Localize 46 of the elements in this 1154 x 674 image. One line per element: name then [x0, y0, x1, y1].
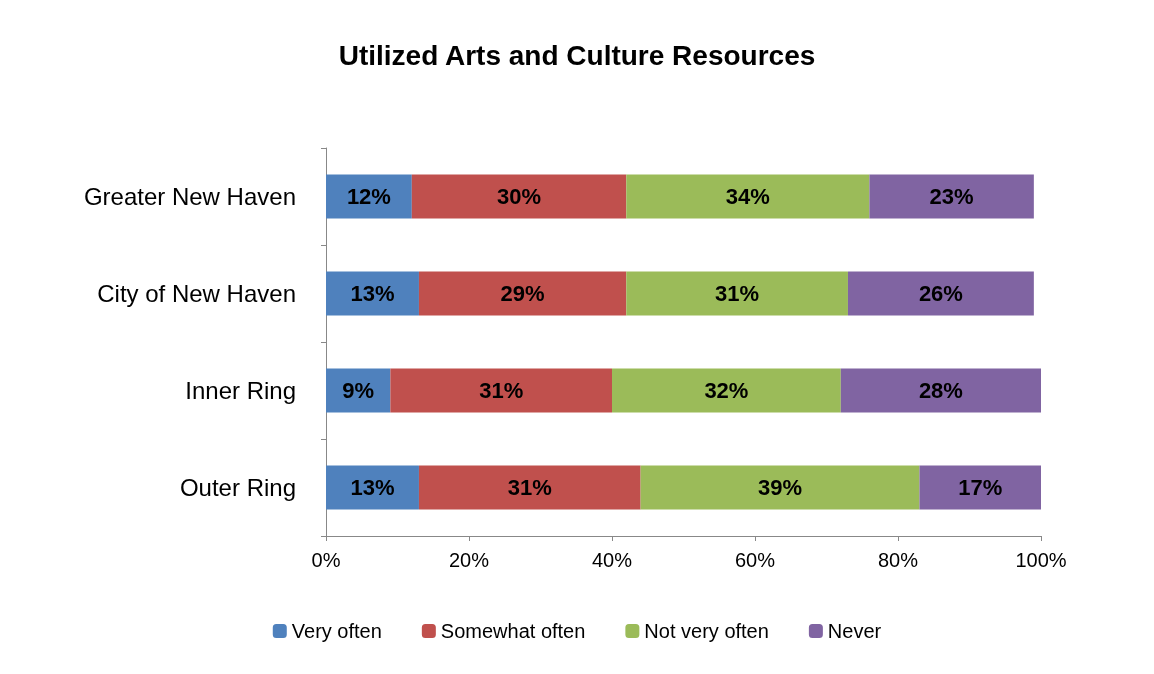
chart-title: Utilized Arts and Culture Resources	[338, 39, 816, 71]
bar	[840, 368, 1041, 413]
y-tick-label: Greater New Haven	[83, 183, 296, 210]
bar	[626, 271, 848, 316]
data-label: 31%	[479, 378, 524, 403]
y-tick-label: City of New Haven	[97, 280, 296, 307]
bar	[326, 174, 412, 219]
x-tick-label: 100%	[1015, 549, 1067, 571]
data-label: 26%	[918, 281, 963, 306]
data-label: 32%	[704, 378, 749, 403]
data-label: 9%	[342, 378, 375, 403]
data-label: 28%	[918, 378, 963, 403]
bar	[411, 174, 627, 219]
bar	[640, 465, 920, 510]
bar	[869, 174, 1034, 219]
legend-label: Very often	[291, 620, 382, 642]
data-label: 34%	[725, 184, 770, 209]
legend-label: Somewhat often	[440, 620, 586, 642]
data-label: 17%	[958, 475, 1003, 500]
data-label: 13%	[350, 475, 395, 500]
bar	[919, 465, 1041, 510]
bar	[418, 465, 641, 510]
data-label: 13%	[350, 281, 395, 306]
data-label: 31%	[715, 281, 760, 306]
x-tick-label: 0%	[311, 549, 341, 571]
data-label: 12%	[346, 184, 391, 209]
bar	[612, 368, 841, 413]
legend-label: Not very often	[644, 620, 769, 642]
y-tick-label: Inner Ring	[185, 377, 296, 404]
data-label: 23%	[929, 184, 974, 209]
data-label: 30%	[497, 184, 542, 209]
x-tick-label: 80%	[877, 549, 919, 571]
data-label: 39%	[758, 475, 803, 500]
bar	[847, 271, 1034, 316]
bar	[390, 368, 612, 413]
y-tick-label: Outer Ring	[179, 474, 296, 501]
x-tick-label: 40%	[591, 549, 633, 571]
x-tick-label: 20%	[448, 549, 490, 571]
bar	[418, 271, 627, 316]
bar	[326, 465, 419, 510]
bar	[626, 174, 870, 219]
legend-label: Never	[827, 620, 882, 642]
bar	[326, 271, 419, 316]
x-tick-label: 60%	[734, 549, 776, 571]
data-label: 31%	[507, 475, 552, 500]
data-label: 29%	[500, 281, 545, 306]
